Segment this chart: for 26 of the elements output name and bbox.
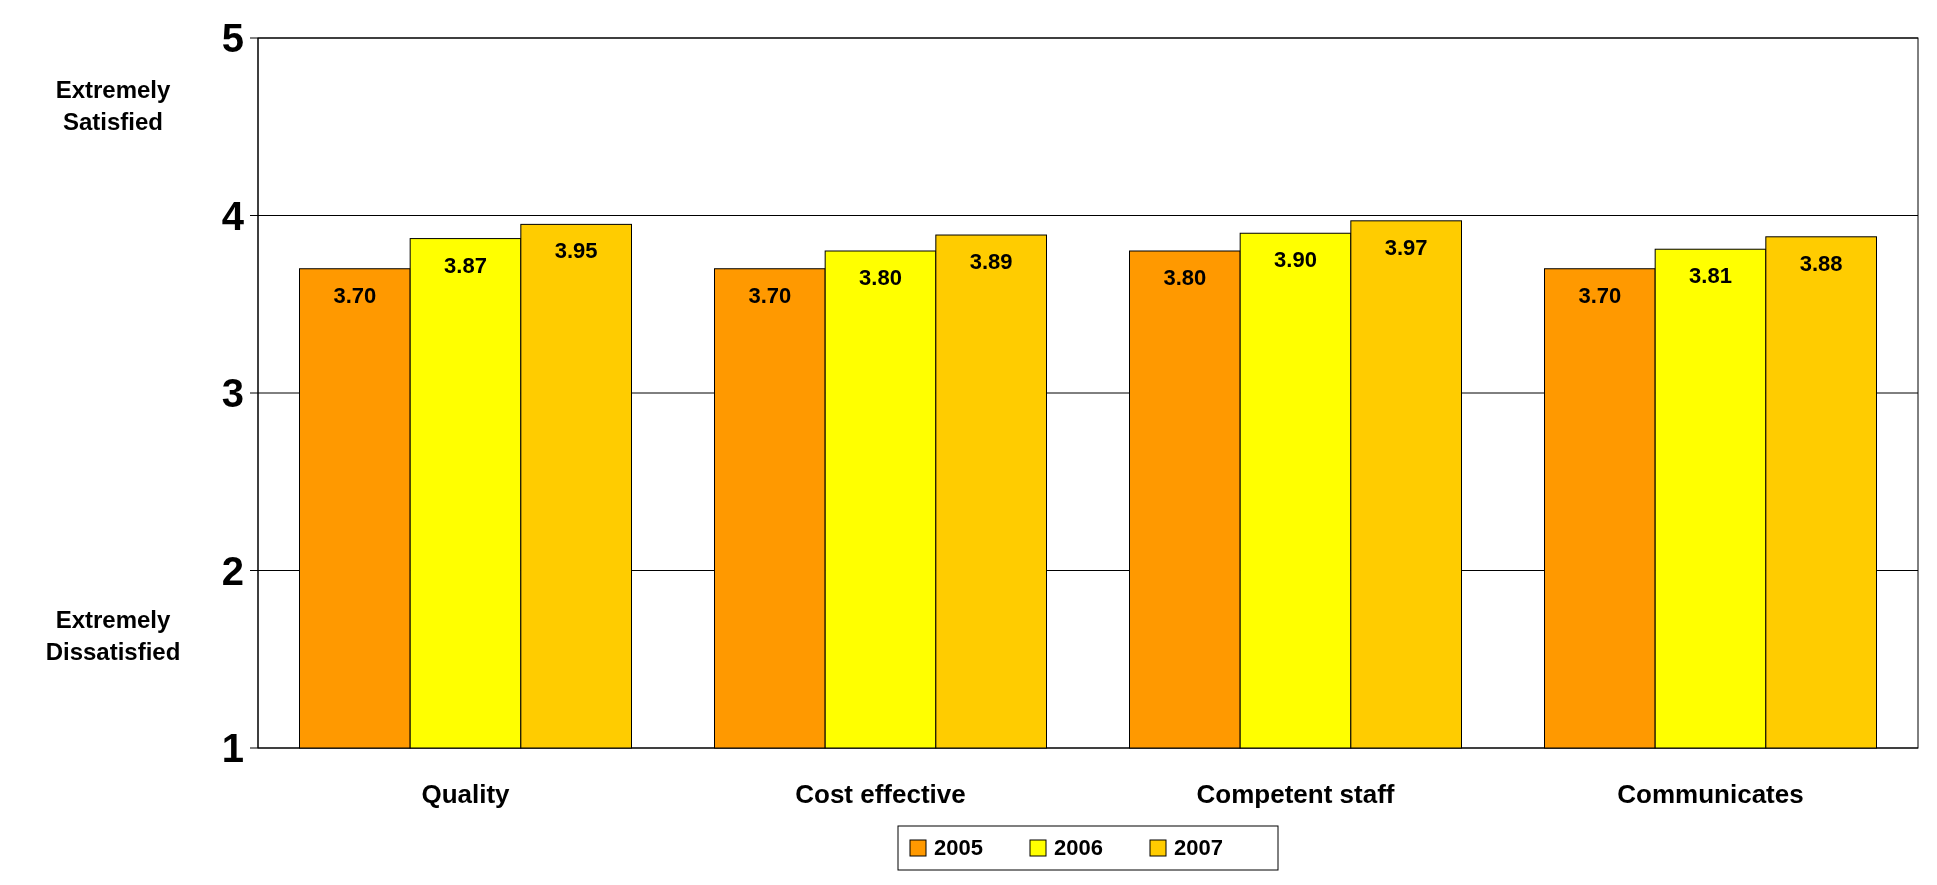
y-tick-label: 3: [221, 371, 244, 415]
text: Extremely Satisfied: [55, 76, 172, 135]
y-tick-label: 1: [221, 726, 244, 770]
legend-label: 2005: [934, 835, 983, 860]
data-label: 3.90: [1274, 247, 1317, 273]
legend-label: 2007: [1174, 835, 1223, 860]
data-label: 3.87: [444, 252, 487, 278]
data-label: 3.80: [859, 265, 902, 290]
data-label: 3.97: [1384, 234, 1428, 260]
legend-label: 2006: [1054, 835, 1103, 860]
y-tick-label: 4: [221, 193, 245, 238]
data-label: 3.70: [748, 282, 792, 308]
data-label: 3.88: [1799, 250, 1843, 276]
data-label: 3.70: [1578, 282, 1622, 308]
x-tick-label: Cost effective: [795, 779, 966, 809]
y-tick-label: 2: [221, 548, 244, 593]
data-label: 3.80: [1163, 265, 1207, 290]
y-tick-label: 5: [221, 16, 244, 60]
x-tick-label: Competent staff: [1196, 779, 1395, 809]
data-label: 3.95: [554, 238, 598, 264]
x-tick-label: Quality: [421, 779, 511, 809]
data-label: 3.89: [969, 249, 1013, 275]
data-label: 3.70: [333, 282, 377, 308]
data-label: 3.81: [1689, 263, 1732, 289]
x-tick-label: Communicates: [1617, 779, 1804, 809]
text: Extremely Dissatisfied: [45, 606, 181, 665]
